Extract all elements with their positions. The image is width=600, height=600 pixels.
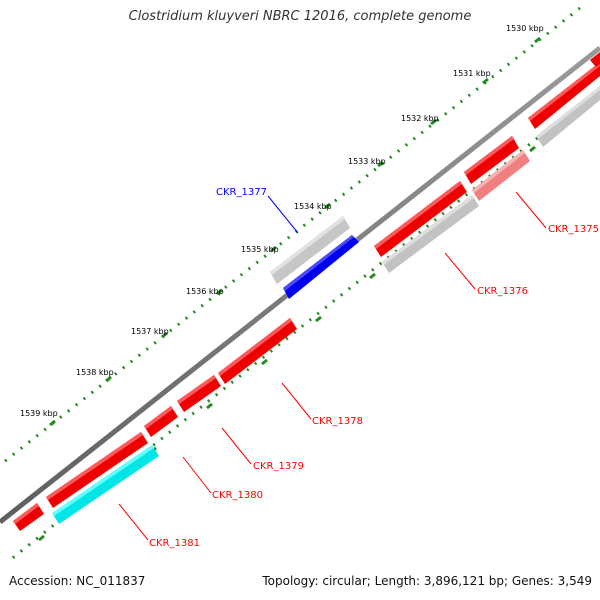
tick-label: 1539 kbp	[20, 409, 58, 418]
callout-lines	[118, 191, 547, 541]
tick-mark	[38, 534, 45, 542]
outer-gene-track	[270, 216, 350, 284]
tick-label: 1537 kbp	[131, 327, 169, 336]
gene-label-ckr-1381[interactable]: CKR_1381	[149, 538, 200, 549]
callout-line-ckr-1379	[221, 427, 252, 465]
gene-labels: CKR_1377 CKR_1375 CKR_1376 CKR_1378 CKR_…	[149, 187, 599, 549]
gene-ckr-1377[interactable]	[283, 235, 359, 299]
gene-label-ckr-1380[interactable]: CKR_1380	[212, 490, 263, 501]
gene-label-ckr-1376[interactable]: CKR_1376	[477, 286, 528, 297]
tick-mark	[369, 272, 376, 280]
tick-mark	[529, 145, 536, 153]
callout-line-ckr-1375	[515, 191, 547, 229]
gene-ckr-1379[interactable]	[177, 375, 221, 412]
gene-ckr-1375[interactable]	[472, 150, 530, 201]
gene-label-ckr-1377[interactable]: CKR_1377	[216, 187, 267, 198]
tick-mark	[315, 315, 322, 323]
tick-label: 1534 kbp	[294, 202, 332, 211]
accession-text: Accession: NC_011837	[9, 574, 146, 588]
tick-mark	[430, 118, 437, 126]
gene-far-upstream-2[interactable]	[590, 52, 600, 67]
gene-ckr-1376[interactable]	[374, 181, 467, 257]
inner-gene-track	[13, 52, 600, 531]
tick-mark	[161, 331, 168, 339]
tick-label: 1536 kbp	[186, 287, 224, 296]
secondary-gene-track	[52, 86, 600, 524]
callout-line-ckr-1376	[444, 252, 476, 290]
tick-labels: 1530 kbp 1531 kbp 1532 kbp 1533 kbp 1534…	[20, 24, 544, 418]
callout-line-ckr-1378	[281, 382, 312, 420]
tick-mark	[216, 288, 223, 296]
gene-label-ckr-1375[interactable]: CKR_1375	[548, 224, 599, 235]
tick-mark	[49, 419, 56, 427]
gene-ckr-1381[interactable]	[52, 445, 159, 524]
tick-label: 1530 kbp	[506, 24, 544, 33]
gene-ckr-1377-pseudo[interactable]	[270, 216, 350, 284]
tick-mark	[261, 358, 268, 366]
gene-label-ckr-1378[interactable]: CKR_1378	[312, 416, 363, 427]
tick-mark	[324, 202, 331, 210]
callout-line-ckr-1381	[118, 503, 149, 541]
gene-ckr-1380[interactable]	[144, 406, 178, 437]
tick-label: 1532 kbp	[401, 114, 439, 123]
tick-label: 1533 kbp	[348, 157, 386, 166]
tick-mark	[270, 245, 277, 253]
tick-mark	[206, 402, 213, 410]
gene-ckr-1375-rrna[interactable]	[464, 136, 519, 184]
gene-ckr-1378[interactable]	[218, 318, 297, 384]
map-title: Clostridium kluyveri NBRC 12016, complet…	[128, 9, 472, 24]
callout-line-ckr-1377	[267, 195, 299, 234]
tick-label: 1531 kbp	[453, 69, 491, 78]
genome-summary-text: Topology: circular; Length: 3,896,121 bp…	[262, 574, 592, 588]
tick-mark	[105, 375, 112, 383]
outer-tick-guide	[0, 6, 581, 467]
tick-mark	[534, 36, 541, 44]
gene-label-ckr-1379[interactable]: CKR_1379	[253, 461, 304, 472]
tick-mark	[482, 77, 489, 85]
gene-ckr-1376-pseudo[interactable]	[382, 195, 479, 273]
gene-left-edge[interactable]	[13, 503, 44, 531]
gene-ckr-1381-main[interactable]	[46, 432, 148, 508]
tick-mark	[377, 160, 384, 168]
callout-line-ckr-1380	[182, 456, 212, 494]
tick-label: 1535 kbp	[241, 245, 279, 254]
gene-far-upstream[interactable]	[528, 62, 600, 129]
gene-far-upstream-pseudo[interactable]	[536, 86, 600, 147]
tick-label: 1538 kbp	[76, 368, 114, 377]
